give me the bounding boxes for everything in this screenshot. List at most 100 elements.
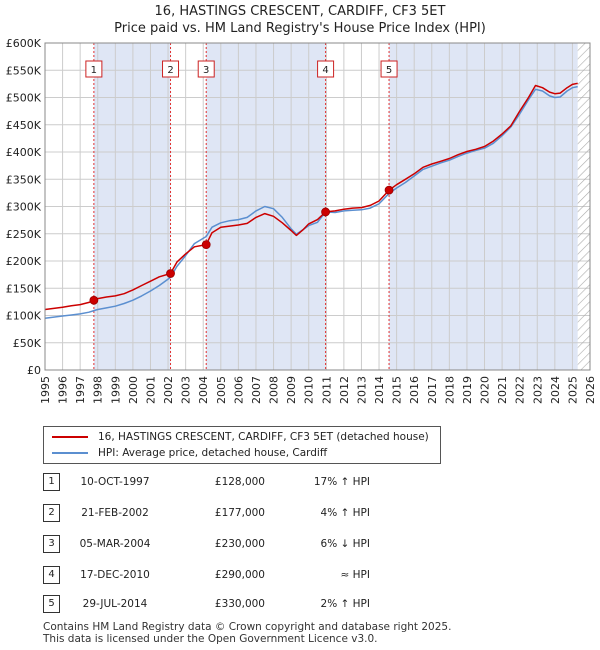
x-tick-label: 2004 (197, 376, 210, 404)
x-tick-label: 2020 (479, 376, 492, 404)
x-tick-label: 1998 (92, 376, 105, 404)
x-tick-label: 1999 (109, 376, 122, 404)
x-tick-label: 2007 (250, 376, 263, 404)
plot-frame (44, 42, 591, 371)
transaction-price: £330,000 (214, 598, 265, 610)
transaction-price: £128,000 (214, 476, 265, 488)
legend-swatch-hpi (52, 452, 88, 454)
x-tick-label: 2008 (268, 376, 281, 404)
sale-point (384, 185, 394, 195)
transaction-price: £230,000 (214, 538, 265, 550)
price-chart: 1 2 3 4 5 £0 £50K £100K £150K £200K £250K £300K £35… (6, 37, 597, 404)
x-tick-label: 2002 (162, 376, 175, 404)
transaction-price: £177,000 (214, 507, 265, 519)
x-tick-label: 2005 (215, 376, 228, 404)
x-tick-label: 2014 (373, 376, 386, 404)
table-row: 4 17-DEC-2010 £290,000 ≈ HPI (0, 566, 600, 584)
transaction-price: £290,000 (214, 569, 265, 581)
x-tick-label: 1996 (57, 376, 70, 404)
transaction-date: 29-JUL-2014 (82, 598, 148, 610)
x-tick-label: 2015 (391, 376, 404, 404)
legend-label-property: 16, HASTINGS CRESCENT, CARDIFF, CF3 5ET … (98, 431, 429, 443)
y-tick-label: £550K (6, 64, 42, 77)
transaction-hpi-diff: ≈ HPI (340, 569, 370, 581)
transaction-date: 21-FEB-2002 (81, 507, 149, 519)
sale-point (321, 207, 330, 217)
chart-title-line1: 16, HASTINGS CRESCENT, CARDIFF, CF3 5ET (154, 4, 446, 19)
x-tick-label: 2011 (320, 376, 333, 404)
property-price-line (44, 82, 578, 311)
x-tick-label: 2001 (144, 376, 157, 404)
y-tick-label: £150K (6, 282, 42, 295)
table-row: 5 29-JUL-2014 £330,000 2% ↑ HPI (0, 595, 600, 613)
x-tick-label: 2016 (408, 376, 421, 404)
sale-marker-label: 2 (167, 65, 173, 76)
y-tick-label: £50K (13, 337, 42, 350)
x-tick-label: 2021 (496, 376, 509, 404)
transaction-number: 2 (43, 504, 60, 522)
transaction-date: 17-DEC-2010 (80, 569, 150, 581)
x-tick-label: 2003 (180, 376, 193, 404)
sale-marker-box (380, 60, 398, 78)
sale-marker-box (162, 60, 180, 78)
sale-point (89, 295, 99, 305)
footer-line1: Contains HM Land Registry data © Crown c… (43, 621, 452, 633)
table-row: 3 05-MAR-2004 £230,000 6% ↓ HPI (0, 535, 600, 553)
transaction-hpi-diff: 6% ↓ HPI (320, 538, 370, 550)
y-tick-label: £600K (6, 37, 42, 50)
sale-marker-box (197, 60, 215, 78)
transaction-number: 4 (43, 566, 60, 584)
y-tick-label: £100K (6, 310, 42, 323)
x-tick-label: 2012 (338, 376, 351, 404)
x-tick-label: 2013 (355, 376, 368, 404)
x-tick-label: 2019 (461, 376, 474, 404)
table-row: 2 21-FEB-2002 £177,000 4% ↑ HPI (0, 504, 600, 522)
sale-marker-label: 3 (203, 65, 209, 76)
transaction-date: 05-MAR-2004 (79, 538, 151, 550)
sale-marker-label: 4 (322, 65, 328, 76)
sale-marker-label: 1 (91, 65, 97, 76)
x-tick-label: 2025 (566, 376, 579, 404)
x-tick-label: 2023 (531, 376, 544, 404)
hpi-line (44, 85, 578, 319)
transaction-hpi-diff: 2% ↑ HPI (320, 598, 370, 610)
transaction-date: 10-OCT-1997 (80, 476, 150, 488)
x-tick-label: 2009 (285, 376, 298, 404)
sale-point (201, 240, 211, 250)
x-tick-label: 2018 (443, 376, 456, 404)
x-tick-label: 2017 (426, 376, 439, 404)
sale-marker-label: 5 (386, 65, 392, 76)
chart-title-line2: Price paid vs. HM Land Registry's House … (114, 21, 486, 36)
chart-legend: 16, HASTINGS CRESCENT, CARDIFF, CF3 5ET … (43, 426, 441, 464)
y-tick-label: £200K (6, 255, 42, 268)
y-tick-label: £500K (6, 92, 42, 105)
x-tick-label: 2000 (127, 376, 140, 404)
x-tick-label: 1997 (74, 376, 87, 404)
footer-attribution: Contains HM Land Registry data © Crown c… (43, 621, 451, 645)
legend-swatch-property (52, 436, 88, 438)
y-tick-label: £300K (6, 201, 42, 214)
footer-line2: This data is licensed under the Open Gov… (43, 633, 378, 645)
x-tick-label: 2006 (232, 376, 245, 404)
transaction-hpi-diff: 17% ↑ HPI (313, 476, 370, 488)
legend-label-hpi: HPI: Average price, detached house, Card… (98, 447, 328, 459)
sale-marker-box (317, 60, 335, 78)
transaction-number: 5 (43, 595, 60, 613)
x-tick-label: 1995 (39, 376, 52, 404)
x-tick-label: 2024 (549, 376, 562, 404)
table-row: 1 10-OCT-1997 £128,000 17% ↑ HPI (0, 473, 600, 491)
y-tick-label: £350K (6, 173, 42, 186)
y-tick-label: £250K (6, 228, 42, 241)
sale-marker-box (85, 60, 103, 78)
transaction-hpi-diff: 4% ↑ HPI (320, 507, 370, 519)
x-tick-label: 2022 (514, 376, 527, 404)
x-tick-label: 2010 (303, 376, 316, 404)
forecast-hatch (577, 43, 590, 370)
sale-point (166, 269, 175, 278)
x-tick-label: 2026 (584, 376, 597, 404)
y-tick-label: £400K (6, 146, 42, 159)
y-tick-label: £450K (6, 119, 42, 132)
transaction-number: 3 (43, 535, 60, 553)
chart-title: 16, HASTINGS CRESCENT, CARDIFF, CF3 5ET … (0, 3, 600, 37)
y-tick-label: £0 (27, 364, 41, 377)
